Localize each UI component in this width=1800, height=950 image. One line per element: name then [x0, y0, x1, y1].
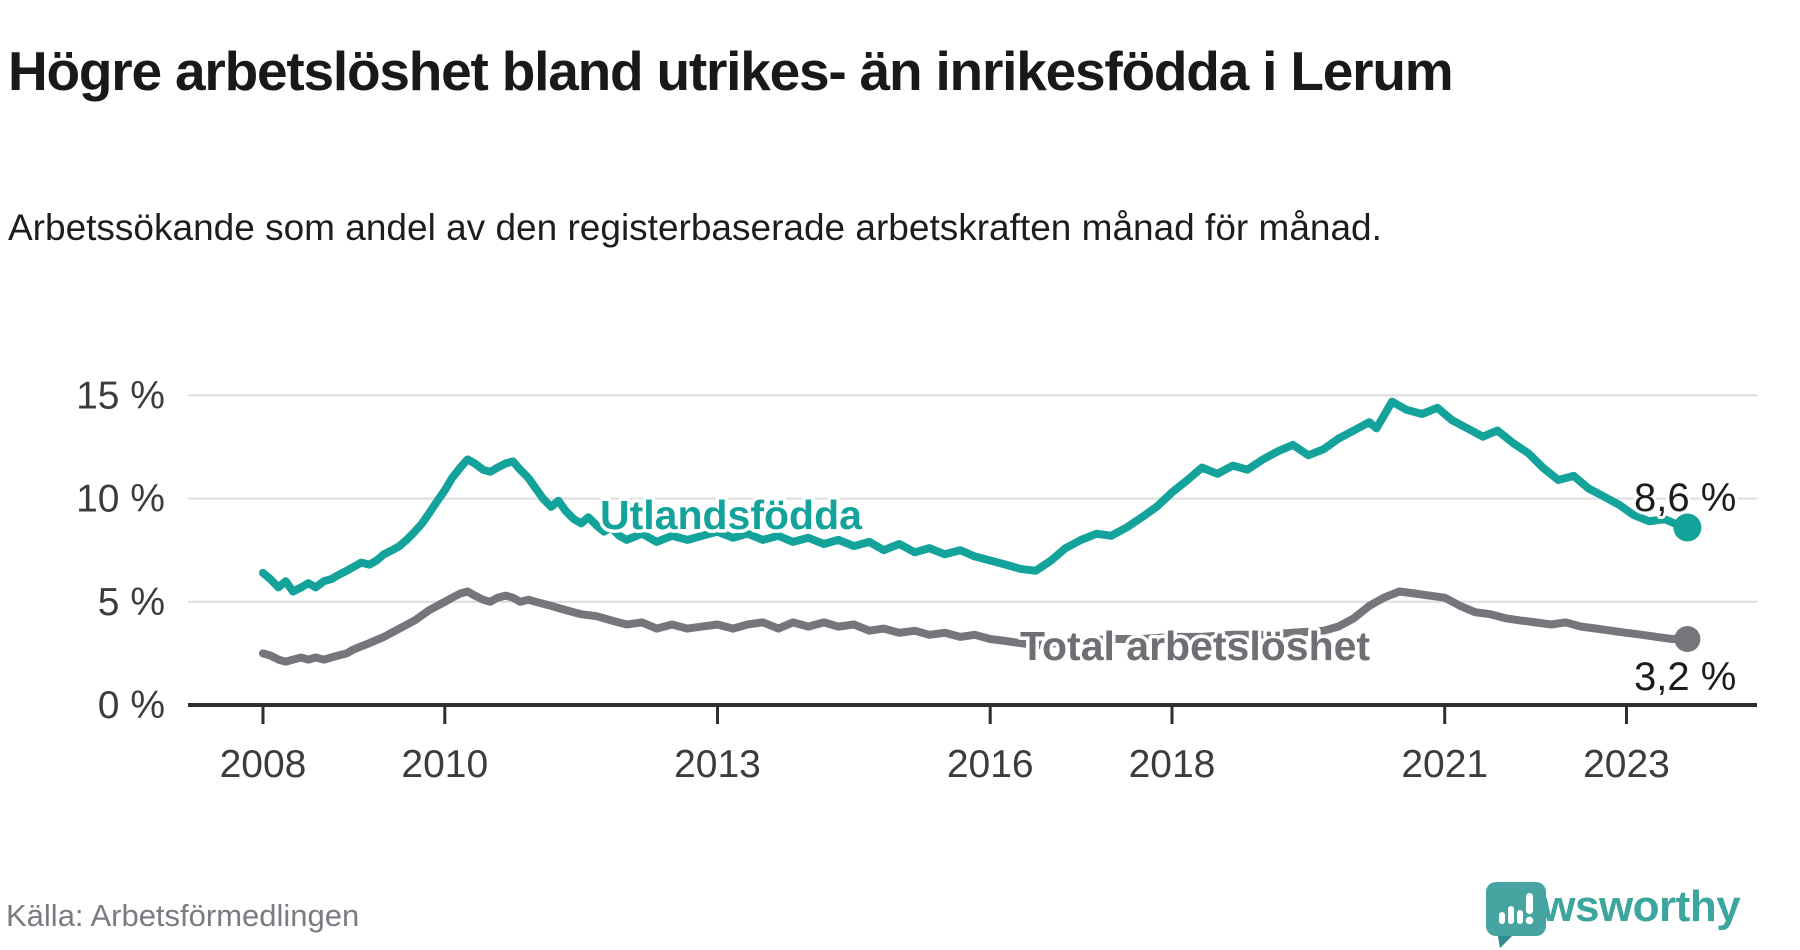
speech-bubble-bar-chart-exclamation-icon: [1486, 882, 1546, 948]
series-label-total-arbetsloshet: Total arbetslöshet: [1020, 623, 1370, 669]
line-end-dot-total: [1674, 626, 1701, 652]
x-tick-label: 2023: [1583, 743, 1670, 786]
chart-subtitle: Arbetssökande som andel av den registerb…: [8, 207, 1382, 248]
line-end-dot-utlandsfodda: [1673, 513, 1702, 542]
y-tick-label: 0 %: [98, 684, 165, 727]
axis-ticks: [261, 706, 1628, 724]
y-tick-label: 5 %: [98, 581, 165, 624]
page-title: Högre arbetslöshet bland utrikes- än inr…: [8, 39, 1454, 102]
end-value-utlandsfodda: 8,6 %: [1634, 476, 1736, 520]
x-tick-label: 2013: [674, 743, 761, 786]
line-utlandsfodda: [259, 397, 1692, 596]
gridlines: [188, 394, 1757, 707]
x-tick-label: 2016: [947, 743, 1034, 786]
line-total-arbetsloshet: [259, 587, 1692, 666]
y-tick-label: 10 %: [76, 478, 165, 521]
end-value-total: 3,2 %: [1634, 655, 1736, 699]
y-tick-label: 15 %: [76, 374, 165, 417]
x-tick-label: 2021: [1401, 743, 1488, 786]
x-tick-label: 2018: [1129, 743, 1216, 786]
series-label-utlandsfodda: Utlandsfödda: [600, 492, 863, 538]
newsworthy-logo: Newsworthy: [1486, 882, 1741, 948]
x-tick-label: 2008: [220, 743, 307, 786]
axis-tick-labels: 0 % 5 % 10 % 15 % 2008 2010 2013 2016 2018 2021 20…: [76, 374, 1670, 786]
source-note: Källa: Arbetsförmedlingen: [6, 898, 360, 933]
x-tick-label: 2010: [401, 743, 488, 786]
